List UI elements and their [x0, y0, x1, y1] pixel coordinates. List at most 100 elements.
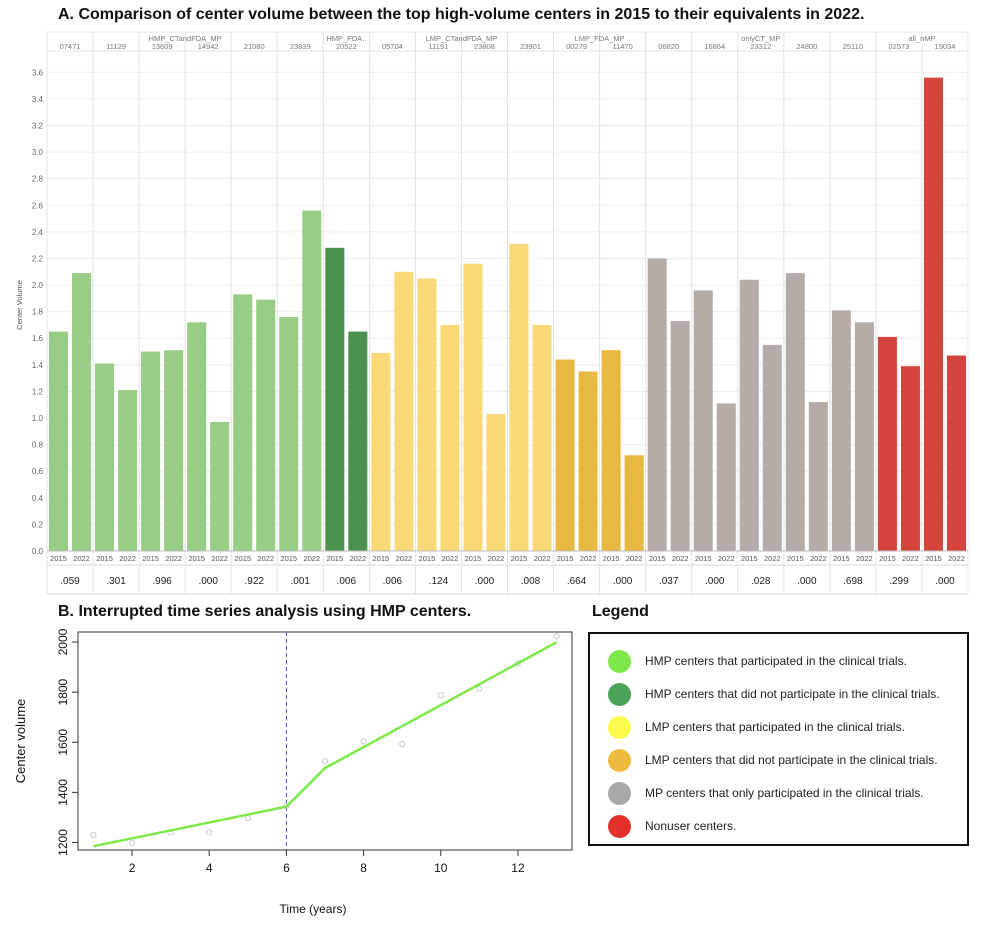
p-value-label: .124 — [429, 576, 449, 587]
bar — [739, 279, 759, 551]
p-value-label: .922 — [244, 576, 264, 587]
y-tick-label: 2.4 — [32, 228, 44, 237]
year-label: 2022 — [534, 554, 551, 563]
center-id-label: 06820 — [658, 42, 679, 51]
year-label: 2022 — [764, 554, 781, 563]
legend-label: LMP centers that participated in the cli… — [645, 720, 905, 734]
bar — [785, 273, 805, 551]
fit-line-post — [285, 641, 558, 808]
data-point — [90, 831, 97, 839]
bar — [831, 310, 851, 551]
legend-item: Nonuser centers. — [608, 813, 736, 839]
bar — [187, 322, 207, 551]
year-label: 2022 — [488, 554, 505, 563]
legend-dot-icon — [608, 715, 631, 739]
year-label: 2015 — [326, 554, 343, 563]
bar — [233, 294, 253, 551]
legend: HMP centers that participated in the cli… — [588, 632, 969, 846]
data-point — [206, 829, 213, 836]
y-tick-label: 0.2 — [32, 520, 44, 529]
y-tick-label: 1.0 — [32, 414, 44, 423]
center-id-label: 23901 — [520, 42, 541, 51]
data-point — [437, 692, 444, 699]
data-point — [128, 840, 136, 847]
p-value-label: .664 — [567, 576, 587, 587]
legend-label: Nonuser centers. — [645, 819, 737, 833]
year-label: 2022 — [626, 554, 643, 563]
year-label: 2022 — [349, 554, 366, 563]
p-value-label: .006 — [337, 576, 357, 587]
year-label: 2015 — [925, 554, 942, 563]
bar — [670, 320, 690, 551]
center-id-label: 16864 — [704, 42, 725, 51]
bar-chart: 0.0 0.2 0.4 0.6 0.8 1.0 1.2 1.4 1.6 1.8 2.0 2.2 2.4 2… — [15, 31, 969, 595]
fit-line-pre — [93, 805, 287, 848]
year-label: 2015 — [96, 554, 113, 563]
data-point — [399, 740, 406, 748]
year-label: 2015 — [511, 554, 528, 563]
year-label: 2022 — [211, 554, 228, 563]
group-label: LMP_FDA_MP — [575, 34, 625, 43]
year-label: 2022 — [672, 554, 689, 563]
data-point — [360, 738, 367, 745]
legend-label: MP centers that only participated in the… — [645, 786, 924, 800]
x-tick-label: 4 — [206, 861, 213, 875]
bar — [946, 355, 966, 551]
x-tick-label: 8 — [360, 861, 367, 875]
group-label: HMP_CTandFDA_MP — [149, 34, 222, 43]
y-tick-label: 2.2 — [32, 254, 44, 263]
year-label: 2015 — [280, 554, 297, 563]
legend-dot-icon — [608, 814, 631, 838]
bar — [164, 350, 184, 551]
y-tick-label: 3.6 — [32, 68, 44, 77]
y-tick-label: 1600 — [56, 729, 70, 756]
year-label: 2022 — [902, 554, 919, 563]
y-tick-label: 1400 — [56, 779, 70, 806]
legend-title: Legend — [592, 603, 649, 620]
bar — [394, 271, 414, 551]
year-label: 2022 — [948, 554, 965, 563]
center-id-label: 11191 — [429, 42, 449, 51]
bar — [49, 331, 69, 551]
bar — [647, 258, 667, 551]
p-value-label: .000 — [613, 576, 633, 587]
p-value-label: .299 — [889, 576, 909, 587]
y-tick-label: 3.0 — [32, 148, 44, 157]
x-axis-label: Time (years) — [280, 902, 347, 916]
center-id-label: 23808 — [474, 42, 495, 51]
center-id-label: 20522 — [336, 42, 357, 51]
center-id-label: 11470 — [612, 42, 632, 51]
y-tick-label: 2.8 — [32, 175, 44, 184]
bar — [578, 371, 598, 551]
y-axis-label: Center Volume — [15, 280, 24, 330]
bar — [95, 363, 115, 551]
legend-label: LMP centers that did not participate in … — [645, 753, 938, 767]
bar — [141, 351, 161, 551]
year-label: 2022 — [396, 554, 413, 563]
y-tick-label: 3.4 — [32, 95, 44, 104]
bar — [325, 247, 345, 551]
y-tick-label: 2.0 — [32, 281, 44, 290]
p-value-label: .028 — [751, 576, 771, 587]
year-label: 2022 — [303, 554, 320, 563]
y-tick-label: 1800 — [56, 678, 70, 705]
y-tick-label: 0.4 — [32, 494, 44, 503]
p-value-label: .000 — [198, 576, 218, 587]
y-tick-label: 0.6 — [32, 467, 44, 476]
y-axis-label: Center volume — [13, 699, 28, 784]
bar — [808, 402, 828, 551]
year-label: 2022 — [856, 554, 873, 563]
bar — [440, 324, 460, 551]
legend-label: HMP centers that did not participate in … — [645, 687, 940, 701]
x-tick-label: 12 — [511, 861, 525, 875]
year-label: 2015 — [142, 554, 159, 563]
bar — [555, 359, 575, 551]
center-id-label: 14942 — [198, 42, 219, 51]
group-label: LMP_CTandFDA_MP — [426, 34, 498, 43]
bar — [348, 331, 368, 551]
center-id-label: 07471 — [60, 42, 81, 51]
group-label: HMP_FDA.. — [326, 34, 366, 43]
chart-a-title: A. Comparison of center volume between t… — [58, 6, 865, 23]
plot-frame — [77, 631, 573, 851]
time-series-chart: 2 4 6 8 10 12 1200 1400 1600 1800 2000 Time (years)… — [13, 628, 573, 916]
